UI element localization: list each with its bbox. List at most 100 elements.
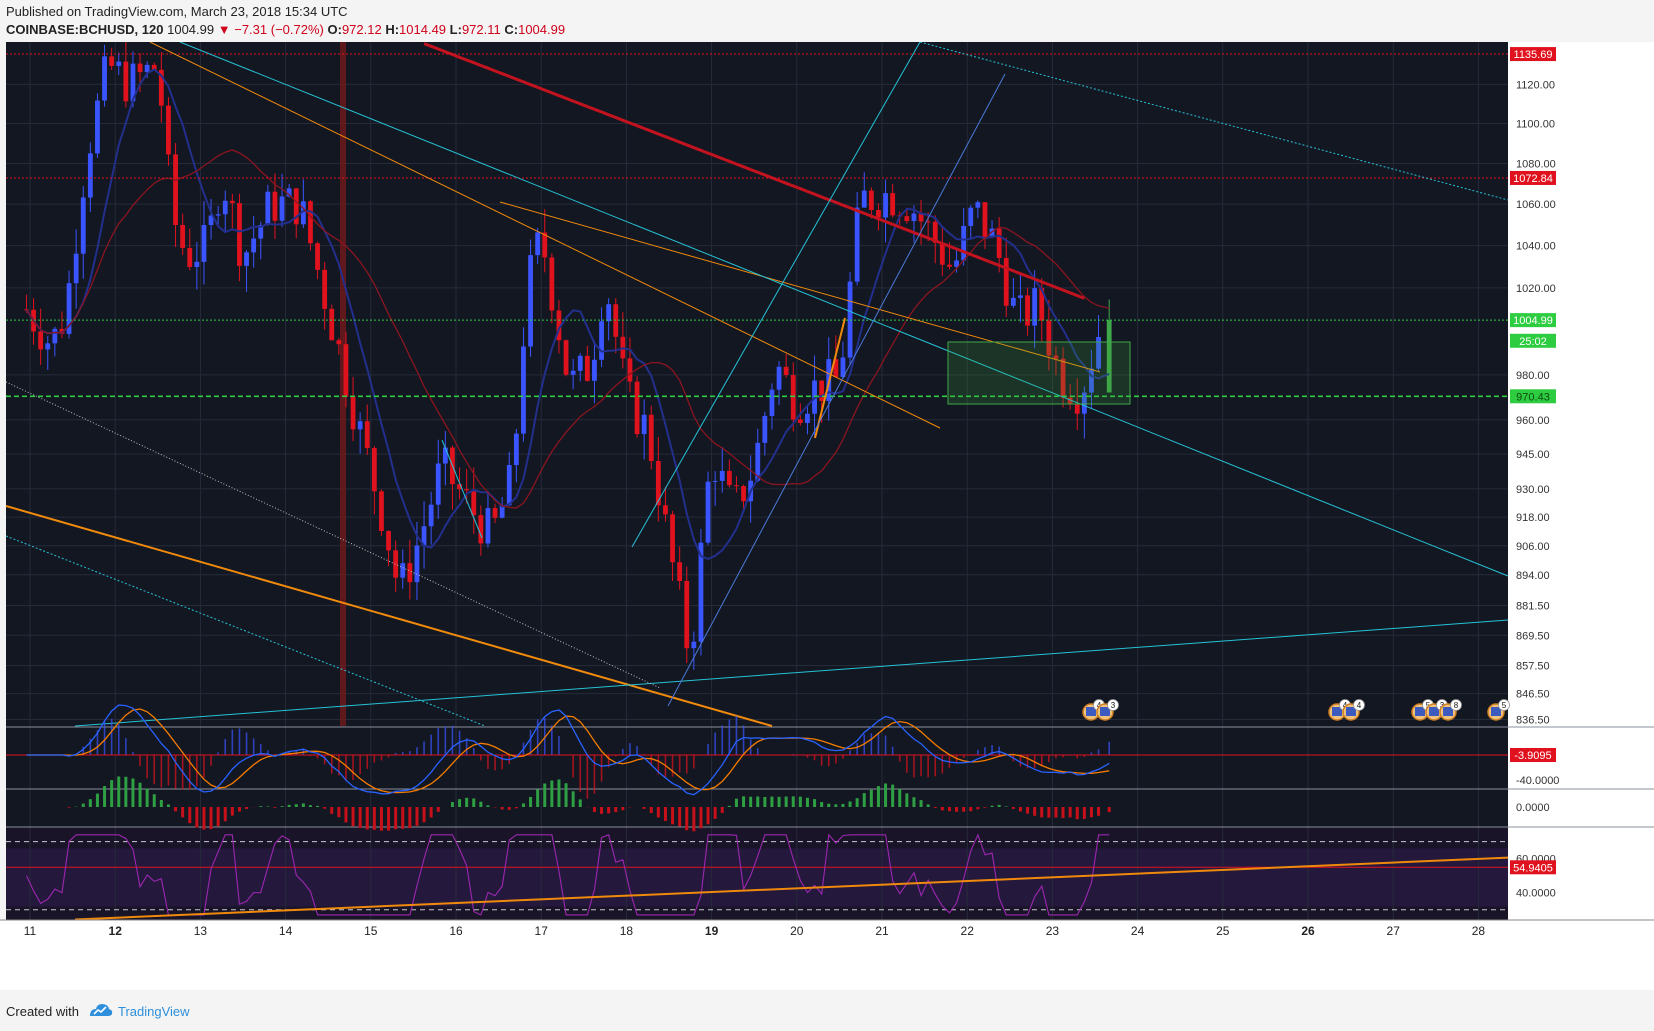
time-tick-label: 13: [194, 924, 208, 938]
rsi-pane: [6, 833, 1509, 921]
trendline-cyan-dotted-top[interactable]: [919, 42, 1509, 201]
candle-body: [357, 421, 363, 430]
candle-body: [151, 64, 157, 70]
low-value: 972.11: [461, 22, 501, 37]
economic-event-icon[interactable]: 5: [1487, 699, 1510, 721]
time-tick-label: 16: [449, 924, 463, 938]
candle-body: [471, 490, 477, 516]
open-value: 972.12: [341, 22, 382, 37]
price-chart[interactable]: 4 3 4 4 5 3 8 51120.001100.001080.001060.001040…: [0, 42, 1654, 990]
time-tick-label: 22: [961, 924, 975, 938]
price-marker-label: 25:02: [1519, 336, 1547, 348]
price-tick-label: 894.00: [1516, 570, 1550, 582]
candle-body: [734, 485, 739, 487]
published-caption: Published on TradingView.com, March 23, …: [6, 4, 348, 19]
candle-body: [868, 190, 874, 210]
drawings: [5, 42, 1509, 727]
trendline-orange-lower[interactable]: [5, 505, 773, 727]
time-tick-label: 15: [364, 924, 378, 938]
price-marker: 970.43: [1510, 389, 1556, 404]
trendline-orange-mid[interactable]: [499, 201, 1101, 373]
zone-rectangle[interactable]: [947, 341, 1131, 405]
candle-body: [251, 238, 257, 253]
candle-body: [648, 414, 654, 461]
candle-body: [180, 224, 186, 248]
candle-body: [123, 61, 129, 102]
candle-body: [663, 505, 668, 515]
price-tick-label: 1040.00: [1516, 241, 1556, 253]
trendline-cyan-small[interactable]: [441, 439, 483, 539]
event-count-label: 8: [1454, 701, 1459, 710]
trendline-cyan-support[interactable]: [74, 619, 1509, 727]
price-tick-label: 1120.00: [1516, 79, 1555, 91]
candle-body: [66, 283, 72, 334]
candle-body: [300, 201, 306, 225]
candle-body: [592, 359, 597, 381]
time-tick-label: 17: [535, 924, 549, 938]
candle-body: [741, 486, 746, 502]
candle-body: [1074, 403, 1080, 414]
trendline-orange-short[interactable]: [814, 317, 846, 439]
trendline-cyan-resistance[interactable]: [179, 42, 1509, 577]
price-axis[interactable]: 1120.00 1100.00 1080.00 1060.00 1040.00 1020.…: [1510, 47, 1559, 900]
channel-blue[interactable]: [667, 73, 1006, 707]
us-flag-icon: [1100, 707, 1110, 716]
us-flag-icon: [1086, 707, 1096, 716]
candle-body: [606, 304, 612, 322]
tradingview-link[interactable]: TradingView: [118, 1004, 190, 1019]
us-flag-icon: [1491, 707, 1501, 716]
time-tick-label: 21: [875, 924, 889, 938]
price-marker-bg: [1510, 333, 1556, 348]
time-tick-label: 27: [1387, 924, 1401, 938]
rsi-value-bg: [1510, 860, 1556, 875]
economic-event-icon[interactable]: 3: [1096, 699, 1119, 721]
rsi-trendline[interactable]: [74, 856, 1509, 921]
candle-body: [166, 105, 171, 155]
high-value: 1014.49: [399, 22, 447, 37]
time-axis[interactable]: 11 12 13 14 15 16 17 18 19 20 21 22 23 24 25 26 27 28: [0, 919, 1654, 990]
trendline-white-dotted[interactable]: [5, 381, 661, 689]
time-tick-label: 23: [1046, 924, 1060, 938]
economic-event-icon[interactable]: 8: [1439, 699, 1462, 721]
economic-event-icon[interactable]: 4: [1342, 699, 1365, 721]
trendline-cyan-dotted-bottom[interactable]: [5, 535, 486, 727]
candle-body: [890, 193, 896, 216]
candle-body: [677, 562, 683, 581]
channel-cyan[interactable]: [631, 42, 921, 548]
time-tick-label: 18: [620, 924, 634, 938]
price-marker-label: 970.43: [1516, 391, 1550, 403]
candle-body: [308, 201, 313, 244]
candle-body: [1089, 368, 1094, 393]
candle-body: [840, 357, 846, 378]
price-marker-bg: [1510, 47, 1556, 62]
trendline-orange-upper[interactable]: [149, 42, 941, 429]
change-arrow-icon: ▼: [217, 22, 231, 37]
price-marker: 1135.69: [1510, 47, 1556, 62]
time-tick-label: 14: [279, 924, 293, 938]
candle-body: [833, 359, 839, 378]
candle-body: [854, 207, 860, 282]
candle-body: [542, 232, 548, 258]
candle-body: [627, 358, 633, 382]
candle-body: [563, 340, 569, 375]
event-count-bubble: [1353, 699, 1365, 711]
candle-body: [457, 484, 462, 490]
candle-body: [577, 355, 583, 371]
candle-body: [208, 215, 214, 226]
candle-body: [414, 545, 420, 583]
price-axis-background: [1508, 42, 1654, 920]
rsi-tick-label: 40.0000: [1516, 888, 1556, 900]
candle-body: [336, 340, 342, 345]
candle-body: [1060, 358, 1066, 398]
candle-body: [24, 309, 29, 311]
price-change: −7.31 (−0.72%): [234, 22, 324, 37]
symbol-label[interactable]: COINBASE:BCHUSD, 120: [6, 22, 164, 37]
price-tick-label: 960.00: [1516, 415, 1550, 427]
candle-body: [819, 380, 825, 401]
candle-body: [194, 261, 200, 267]
candle-body: [726, 470, 732, 486]
candle-body: [428, 504, 434, 527]
macd-line: [26, 704, 1110, 796]
candle-body: [705, 481, 711, 543]
candle-body: [790, 375, 796, 420]
